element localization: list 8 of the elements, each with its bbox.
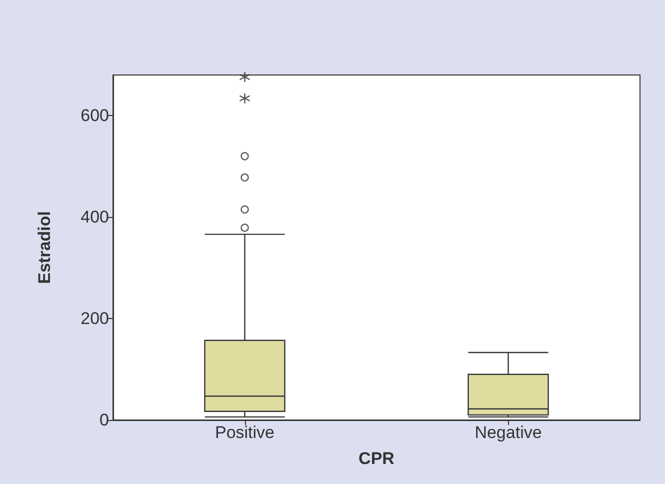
y-tick-label: 0 [100,410,109,430]
y-tick-label: 400 [80,208,109,227]
y-tick-label: 600 [80,106,109,126]
x-tick-label: Negative [474,423,542,442]
x-tick-label: Positive [214,423,275,442]
y-axis-title: Estradiol [35,211,54,284]
x-axis-title: CPR [358,449,394,468]
y-tick-label: 200 [80,309,109,328]
